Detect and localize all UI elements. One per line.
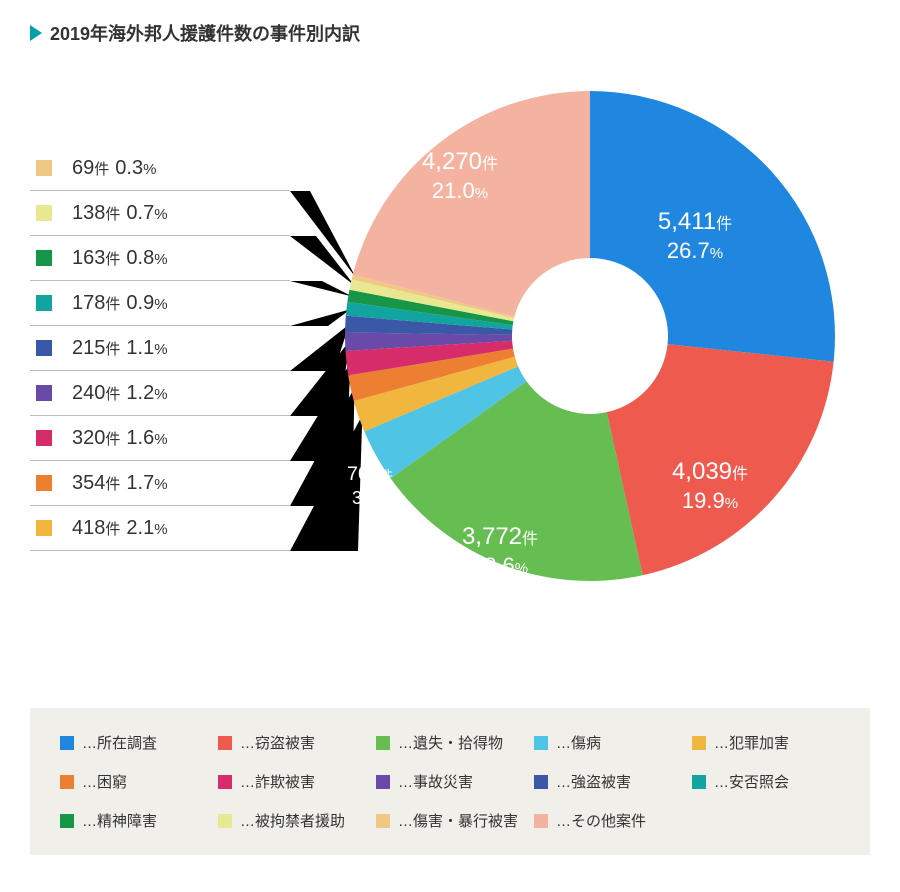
callout-text: 69件0.3% (72, 157, 156, 180)
callout-swatch (36, 520, 52, 536)
chart-area: 5,411件26.7%4,039件19.9%3,772件18.6%708件3.5… (30, 66, 870, 696)
legend-item-lost: …遺失・拾得物 (376, 732, 524, 753)
callout-detainee: 138件0.7% (30, 191, 290, 236)
legend-label: …精神障害 (82, 810, 157, 831)
callout-swatch (36, 340, 52, 356)
callout-swatch (36, 160, 52, 176)
legend-item-location: …所在調査 (60, 732, 208, 753)
legend-swatch (218, 736, 232, 750)
legend-swatch (376, 736, 390, 750)
legend-item-robbery: …強盗被害 (534, 771, 682, 792)
callout-swatch (36, 250, 52, 266)
callout-robbery: 215件1.1% (30, 326, 290, 371)
legend-item-accident: …事故災害 (376, 771, 524, 792)
callout-text: 163件0.8% (72, 247, 168, 270)
callout-text: 215件1.1% (72, 337, 168, 360)
legend-swatch (218, 775, 232, 789)
legend-swatch (534, 814, 548, 828)
legend-swatch (534, 775, 548, 789)
legend-item-welfare: …安否照会 (692, 771, 840, 792)
callout-fraud: 320件1.6% (30, 416, 290, 461)
callout-offender: 418件2.1% (30, 506, 290, 551)
callout-text: 320件1.6% (72, 427, 168, 450)
donut-chart (340, 86, 840, 586)
legend-swatch (534, 736, 548, 750)
legend-label: …困窮 (82, 771, 127, 792)
slice-other (353, 91, 590, 317)
callout-text: 240件1.2% (72, 382, 168, 405)
legend-swatch (376, 775, 390, 789)
legend-item-other: …その他案件 (534, 810, 682, 831)
callout-assault: 69件0.3% (30, 146, 290, 191)
legend-label: …安否照会 (714, 771, 789, 792)
legend-item-fraud: …詐欺被害 (218, 771, 366, 792)
callout-mental: 163件0.8% (30, 236, 290, 281)
legend-swatch (60, 736, 74, 750)
legend-label: …強盗被害 (556, 771, 631, 792)
callout-text: 138件0.7% (72, 202, 168, 225)
legend-swatch (376, 814, 390, 828)
legend-item-assault: …傷害・暴行被害 (376, 810, 524, 831)
legend-item-mental: …精神障害 (60, 810, 208, 831)
legend-label: …窃盗被害 (240, 732, 315, 753)
callout-text: 418件2.1% (72, 517, 168, 540)
legend-label: …その他案件 (556, 810, 646, 831)
legend-item-detainee: …被拘禁者援助 (218, 810, 366, 831)
callout-accident: 240件1.2% (30, 371, 290, 416)
legend-item-theft: …窃盗被害 (218, 732, 366, 753)
title-marker-icon (30, 25, 42, 41)
legend-label: …被拘禁者援助 (240, 810, 345, 831)
legend-label: …事故災害 (398, 771, 473, 792)
callout-list: 69件0.3% 138件0.7% 163件0.8% 178件0.9% 215件1.1% 2… (30, 146, 290, 551)
callout-swatch (36, 430, 52, 446)
callout-swatch (36, 385, 52, 401)
callout-text: 354件1.7% (72, 472, 168, 495)
legend-swatch (218, 814, 232, 828)
legend-label: …傷病 (556, 732, 601, 753)
callout-swatch (36, 205, 52, 221)
chart-title-row: 2019年海外邦人援護件数の事件別内訳 (30, 20, 870, 46)
slice-theft (607, 344, 834, 575)
legend-label: …遺失・拾得物 (398, 732, 503, 753)
legend-item-illness: …傷病 (534, 732, 682, 753)
callout-swatch (36, 475, 52, 491)
legend-swatch (60, 775, 74, 789)
callout-swatch (36, 295, 52, 311)
callout-welfare: 178件0.9% (30, 281, 290, 326)
legend-item-offender: …犯罪加害 (692, 732, 840, 753)
slice-location (590, 91, 835, 362)
legend-label: …傷害・暴行被害 (398, 810, 518, 831)
legend-box: …所在調査 …窃盗被害 …遺失・拾得物 …傷病 …犯罪加害 …困窮 …詐欺被害 …事故災害 …強… (30, 708, 870, 855)
legend-swatch (692, 736, 706, 750)
legend-label: …所在調査 (82, 732, 157, 753)
callout-destitute: 354件1.7% (30, 461, 290, 506)
legend-swatch (60, 814, 74, 828)
legend-label: …犯罪加害 (714, 732, 789, 753)
callout-text: 178件0.9% (72, 292, 168, 315)
legend-item-destitute: …困窮 (60, 771, 208, 792)
chart-title: 2019年海外邦人援護件数の事件別内訳 (50, 20, 360, 46)
legend-label: …詐欺被害 (240, 771, 315, 792)
legend-swatch (692, 775, 706, 789)
